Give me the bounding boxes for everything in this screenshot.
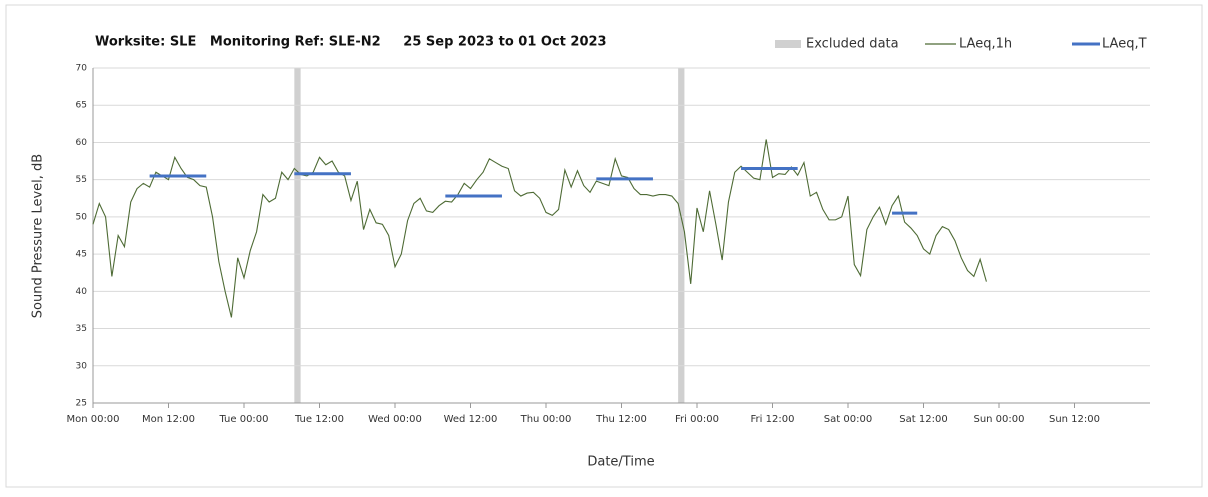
y-tick-label: 65 xyxy=(76,101,87,111)
y-tick-label: 45 xyxy=(76,250,87,260)
legend-swatch xyxy=(775,40,801,48)
y-tick-label: 25 xyxy=(76,399,87,409)
x-tick-label: Sun 00:00 xyxy=(973,414,1024,425)
x-tick-label: Sat 12:00 xyxy=(899,414,947,425)
x-tick-label: Thu 12:00 xyxy=(595,414,647,425)
legend-label: LAeq,1h xyxy=(959,37,1012,52)
x-tick-label: Fri 12:00 xyxy=(751,414,795,425)
y-tick-label: 70 xyxy=(76,64,88,74)
y-tick-label: 50 xyxy=(76,212,88,222)
chart-border xyxy=(5,4,1203,488)
x-tick-label: Mon 12:00 xyxy=(142,414,195,425)
y-tick-label: 30 xyxy=(76,361,88,371)
x-tick-label: Wed 12:00 xyxy=(444,414,498,425)
x-tick-label: Wed 00:00 xyxy=(368,414,422,425)
x-tick-label: Sat 00:00 xyxy=(824,414,872,425)
legend-label: Excluded data xyxy=(806,37,899,52)
legend-label: LAeq,T xyxy=(1102,37,1147,52)
y-tick-label: 40 xyxy=(76,287,88,297)
y-tick-label: 55 xyxy=(76,175,87,185)
x-axis-label: Date/Time xyxy=(587,455,654,470)
y-tick-label: 35 xyxy=(76,324,87,334)
x-tick-label: Mon 00:00 xyxy=(66,414,119,425)
x-tick-label: Thu 00:00 xyxy=(520,414,572,425)
y-tick-label: 60 xyxy=(76,138,88,148)
y-axis-label: Sound Pressure Level, dB xyxy=(31,154,46,318)
data-line xyxy=(92,139,987,318)
chart-title: Worksite: SLE Monitoring Ref: SLE-N2 25 … xyxy=(95,35,607,50)
x-tick-label: Tue 12:00 xyxy=(294,414,344,425)
excluded-band xyxy=(678,68,685,403)
x-tick-label: Sun 12:00 xyxy=(1049,414,1100,425)
excluded-band xyxy=(294,68,301,403)
x-tick-label: Fri 00:00 xyxy=(675,414,719,425)
x-tick-label: Tue 00:00 xyxy=(218,414,268,425)
